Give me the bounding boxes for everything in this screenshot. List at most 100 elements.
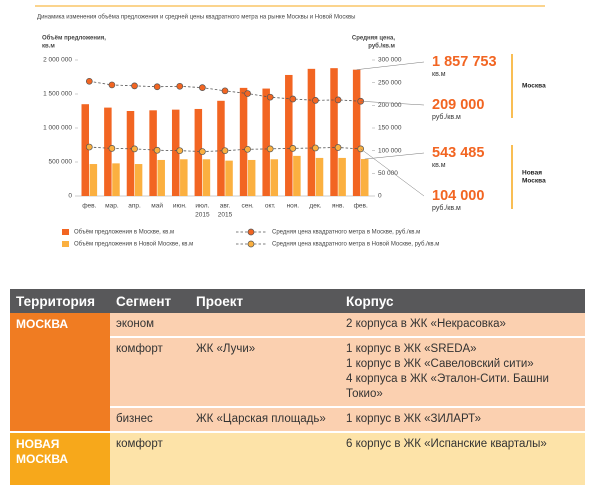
callout-value: 543 485 (432, 145, 484, 161)
x-tick-label: ноя. (287, 203, 300, 210)
bar (270, 159, 279, 196)
y-tick-label: 500 000 (49, 159, 73, 166)
bar (285, 74, 293, 196)
line-point (199, 84, 206, 92)
territory-cell: НОВАЯ МОСКВА (10, 432, 110, 487)
project-cell (190, 313, 340, 338)
bar (89, 164, 98, 196)
legend-label: Объём предложения в Москве, кв.м (74, 230, 174, 236)
y-tick-label: 0 (68, 193, 72, 200)
x-tick-label: май (151, 202, 163, 210)
segment-cell: комфорт (110, 432, 190, 487)
legend-swatch (62, 241, 69, 247)
bar (134, 164, 143, 196)
buildings-cell: 1 корпус в ЖК «ЗИЛАРТ» (340, 407, 585, 433)
chart-title: Динамика изменения объёма предложения и … (37, 14, 355, 21)
group-label: Новая (522, 170, 542, 177)
callout-unit: кв.м (432, 71, 446, 78)
table-row: комфорт ЖК «Лучи» 1 корпус в ЖК «SREDA» 1 к… (10, 337, 585, 408)
y2-tick-label: 150 000 (378, 125, 402, 132)
line-point (221, 87, 229, 95)
callout-unit: кв.м (432, 162, 446, 169)
line-point (244, 90, 251, 97)
segment-cell: бизнес (110, 407, 190, 433)
building: 1 корпус в ЖК «SREDA» (346, 343, 477, 355)
legend-swatch (62, 229, 69, 235)
bar (157, 159, 165, 196)
line-point (85, 77, 93, 85)
bar (126, 111, 135, 196)
line-point (153, 83, 161, 91)
header-cell: Корпус (340, 289, 585, 313)
x-tick-label: сен. (241, 203, 253, 210)
table-row: НОВАЯ МОСКВА комфорт 6 корпус в ЖК «Испанс… (10, 432, 585, 487)
bar (194, 108, 203, 196)
line-point (131, 82, 138, 90)
y-tick-label: 1 000 000 (43, 125, 72, 132)
group-label: Москва (522, 178, 546, 185)
bar (217, 100, 225, 196)
line-point (199, 148, 206, 155)
table: Территория Сегмент Проект Корпус МОСКВА экон… (10, 289, 585, 487)
bar (81, 104, 90, 196)
y-axis-label: Объём предложения, (42, 35, 106, 42)
x-year-label: 2015 (195, 212, 210, 219)
y-tick-label: 2 000 000 (43, 57, 72, 64)
bar (293, 155, 301, 196)
legend-swatch (247, 240, 255, 248)
group-label: Москва (522, 83, 546, 90)
bar (330, 68, 338, 196)
callout-unit: руб./кв.м (432, 204, 461, 212)
building: 1 корпус в ЖК «ЗИЛАРТ» (346, 413, 482, 425)
x-tick-label: июл. (195, 203, 209, 210)
table-row: бизнес ЖК «Царская площадь» 1 корпус в ЖК … (10, 407, 585, 433)
callout-value: 1 857 753 (432, 54, 497, 70)
header-cell: Проект (190, 289, 340, 313)
header-row: Территория Сегмент Проект Корпус (10, 289, 585, 313)
x-tick-label: окт. (265, 203, 276, 210)
y-tick-label: 1 500 000 (43, 91, 72, 98)
x-tick-label: апр. (128, 203, 141, 210)
bar (247, 159, 256, 196)
line-point (221, 147, 229, 155)
project-cell: ЖК «Царская площадь» (190, 407, 340, 433)
y2-tick-label: 300 000 (378, 57, 402, 64)
line-point (289, 145, 297, 152)
leader-line (364, 152, 425, 160)
header-cell: Сегмент (110, 289, 190, 313)
y2-axis-label: руб./кв.м (368, 43, 395, 50)
y2-tick-label: 50 000 (378, 170, 398, 177)
leader-line (360, 148, 425, 197)
line-point (85, 143, 93, 151)
project-cell (190, 432, 340, 487)
line-point (334, 144, 342, 151)
bar (262, 88, 270, 196)
x-tick-label: дек. (309, 203, 321, 210)
buildings-cell: 6 корпус в ЖК «Испанские кварталы» (340, 432, 585, 487)
building: 2 корпуса в ЖК «Некрасовка» (346, 318, 506, 330)
bar (112, 163, 120, 196)
project-cell: ЖК «Лучи» (190, 337, 340, 408)
line-point (312, 96, 319, 104)
callout-value: 209 000 (432, 97, 484, 113)
bar (149, 110, 157, 196)
bar (239, 87, 248, 196)
bar (171, 109, 180, 196)
y-axis-label: кв.м (42, 44, 55, 50)
legend-label: Средняя цена квадратного метра в Новой М… (272, 241, 439, 248)
line-point (266, 145, 274, 153)
line-point (131, 145, 138, 153)
x-tick-label: мар. (105, 203, 119, 210)
bar (202, 159, 211, 196)
leader-line (356, 61, 425, 70)
line-point (312, 144, 319, 152)
x-tick-label: фев. (82, 203, 96, 210)
line-point (153, 146, 161, 154)
bar (180, 159, 188, 196)
segment-cell: эконом (110, 313, 190, 338)
building: 6 корпус в ЖК «Испанские кварталы» (346, 438, 547, 450)
bar (360, 159, 369, 196)
y2-tick-label: 100 000 (378, 147, 402, 154)
line-point (176, 82, 184, 90)
